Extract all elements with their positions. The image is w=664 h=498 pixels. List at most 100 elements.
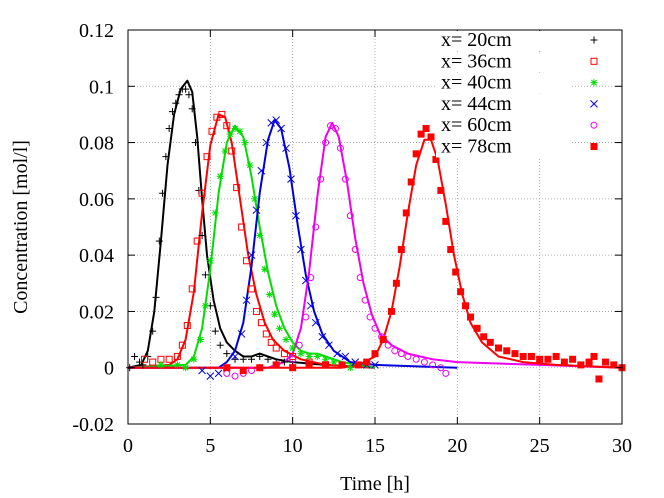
data-point-series-6 (289, 364, 297, 372)
legend-marker-series-3 (590, 79, 598, 87)
data-point-series-2 (289, 352, 297, 360)
legend-label-background (436, 52, 572, 73)
legend-marker-series-4 (590, 100, 598, 108)
data-point-series-2 (243, 257, 251, 265)
data-point-series-3 (256, 231, 264, 239)
data-point-series-3 (196, 336, 204, 344)
data-point-series-1 (198, 231, 206, 239)
data-point-series-4 (206, 372, 215, 381)
data-point-series-6 (527, 352, 535, 360)
data-point-series-2 (228, 147, 236, 155)
data-point-series-3 (182, 364, 190, 372)
data-point-series-3 (289, 344, 297, 352)
data-point-series-6 (407, 178, 415, 186)
data-point-series-4 (231, 352, 239, 361)
data-point-series-6 (322, 361, 330, 369)
data-point-series-5 (346, 212, 354, 220)
data-point-series-6 (437, 186, 445, 194)
data-point-series-2 (252, 307, 260, 315)
data-point-series-1 (165, 125, 173, 132)
legend-label-series-4: x= 44cm (441, 93, 512, 115)
data-point-series-6 (595, 375, 603, 383)
data-point-series-2 (218, 110, 226, 118)
data-point-series-4 (287, 175, 295, 184)
data-point-series-6 (447, 246, 455, 254)
data-point-series-3 (211, 209, 219, 217)
data-point-series-5 (442, 369, 450, 377)
data-point-series-6 (412, 150, 420, 158)
data-point-series-2 (188, 285, 196, 293)
data-point-series-3 (241, 139, 249, 147)
legend-label-background (436, 94, 572, 115)
data-point-series-5 (404, 352, 412, 360)
data-point-series-6 (544, 355, 552, 363)
data-point-series-3 (271, 310, 279, 318)
x-tick-label: 20 (447, 435, 467, 457)
data-point-series-1 (264, 355, 272, 363)
legend-label-series-2: x= 36cm (441, 50, 512, 72)
data-point-series-5 (331, 125, 339, 132)
legend-marker-series-5 (590, 121, 598, 129)
data-point-series-6 (387, 307, 395, 315)
data-point-series-3 (251, 195, 259, 203)
data-point-series-3 (282, 336, 290, 344)
data-point-series-4 (282, 144, 290, 153)
data-point-series-2 (183, 322, 191, 329)
data-point-series-6 (305, 361, 313, 369)
data-point-series-5 (412, 355, 420, 363)
data-point-series-2 (193, 237, 201, 245)
y-tick-label: -0.02 (72, 414, 114, 436)
data-point-series-5 (366, 313, 374, 321)
data-point-series-6 (371, 350, 379, 358)
data-point-series-3 (261, 265, 269, 273)
data-point-series-2 (208, 127, 216, 135)
legend-label-series-6: x= 78cm (441, 136, 512, 158)
data-point-series-5 (356, 274, 364, 282)
y-tick-label: 0.06 (79, 189, 114, 211)
y-tick-label: 0.12 (79, 20, 114, 42)
data-point-series-1 (248, 355, 255, 363)
x-axis-label: Time [h] (340, 473, 410, 495)
data-point-series-1 (155, 237, 163, 245)
x-tick-label: 5 (205, 435, 215, 457)
data-point-series-3 (346, 364, 354, 372)
x-tick-label: 15 (365, 435, 385, 457)
data-point-series-6 (223, 364, 231, 372)
data-point-series-6 (392, 279, 400, 287)
data-point-series-5 (351, 246, 359, 254)
data-point-series-2 (203, 153, 211, 161)
data-point-series-3 (190, 355, 198, 363)
data-point-series-6 (239, 367, 247, 375)
data-point-series-6 (442, 217, 450, 225)
data-point-series-4 (247, 251, 256, 259)
legend-label-background (436, 73, 572, 94)
data-point-series-6 (569, 355, 577, 363)
x-tick-label: 0 (123, 435, 133, 457)
x-tick-label: 25 (530, 435, 550, 457)
data-point-series-4 (272, 116, 281, 124)
data-point-series-6 (338, 361, 346, 369)
data-point-series-3 (221, 147, 229, 155)
data-point-series-2 (157, 355, 165, 363)
data-point-series-4 (252, 206, 261, 214)
legend-label-background (436, 31, 572, 51)
data-point-series-1 (211, 327, 219, 335)
data-point-series-1 (223, 350, 231, 358)
data-point-series-1 (239, 355, 247, 363)
data-point-series-1 (131, 352, 139, 360)
data-point-series-1 (172, 99, 180, 107)
data-point-series-4 (214, 369, 223, 378)
data-point-series-5 (437, 364, 445, 372)
data-point-series-6 (462, 302, 470, 310)
data-point-series-4 (333, 349, 341, 358)
data-point-series-2 (198, 189, 206, 197)
data-point-series-3 (313, 352, 321, 360)
data-point-series-4 (198, 366, 206, 375)
legend-label-series-1: x= 20cm (441, 29, 512, 51)
data-point-series-5 (429, 361, 437, 369)
data-point-series-5 (322, 139, 330, 147)
legend-label-series-5: x= 60cm (441, 114, 512, 136)
data-point-series-6 (363, 358, 371, 366)
